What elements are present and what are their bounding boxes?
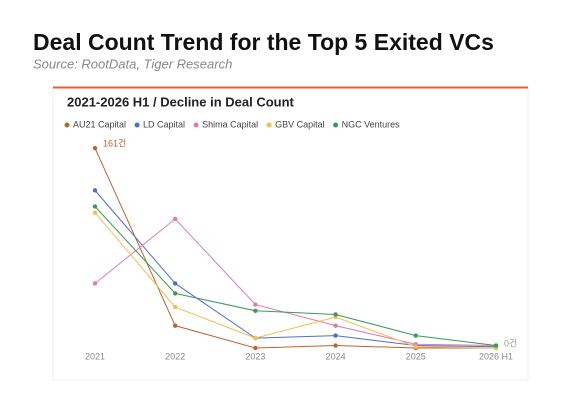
x-tick-label: 2026 H1	[479, 351, 513, 361]
series-line	[94, 212, 497, 349]
point	[173, 323, 178, 328]
legend-label: LD Capital	[143, 119, 185, 129]
point	[92, 145, 98, 151]
legend-label: GBV Capital	[275, 119, 325, 129]
point	[173, 281, 178, 286]
point	[333, 333, 338, 338]
point	[253, 335, 258, 341]
point	[92, 204, 98, 209]
series-line	[94, 190, 497, 348]
point	[333, 323, 338, 328]
legend-dot	[266, 122, 272, 128]
legend-label: Shima Capital	[202, 119, 258, 129]
point	[173, 304, 178, 310]
legend-dot	[134, 122, 140, 128]
legend-dot	[64, 122, 70, 128]
legend-label: AU21 Capital	[73, 119, 126, 129]
x-tick-label: 2021	[85, 351, 105, 361]
chart-title: 2021-2026 H1 / Decline in Deal Count	[67, 94, 295, 109]
point	[173, 216, 178, 222]
series-line	[94, 218, 497, 347]
point	[92, 210, 98, 215]
x-tick-label: 2024	[326, 351, 346, 361]
point	[92, 281, 98, 286]
page-title: Deal Count Trend for the Top 5 Exited VC…	[33, 29, 494, 55]
point	[92, 188, 98, 193]
x-tick-label: 2023	[245, 351, 265, 361]
chart-card	[52, 86, 529, 381]
point	[253, 308, 258, 313]
x-tick-label: 2025	[406, 351, 426, 361]
point	[173, 291, 178, 296]
point	[253, 345, 258, 351]
point	[333, 312, 338, 317]
legend-dot	[333, 122, 339, 128]
point	[413, 333, 418, 338]
series-line	[94, 147, 496, 349]
source: Source: RootData, Tiger Research	[33, 56, 232, 71]
value-label: 0건	[504, 338, 517, 348]
value-label: 161건	[103, 139, 126, 149]
point	[333, 343, 338, 348]
legend-dot	[193, 122, 199, 128]
x-tick-label: 2022	[165, 351, 185, 361]
point	[413, 344, 418, 349]
legend-label: NGC Ventures	[342, 119, 401, 129]
series-line	[94, 206, 497, 347]
point	[253, 302, 258, 307]
point	[493, 343, 499, 348]
